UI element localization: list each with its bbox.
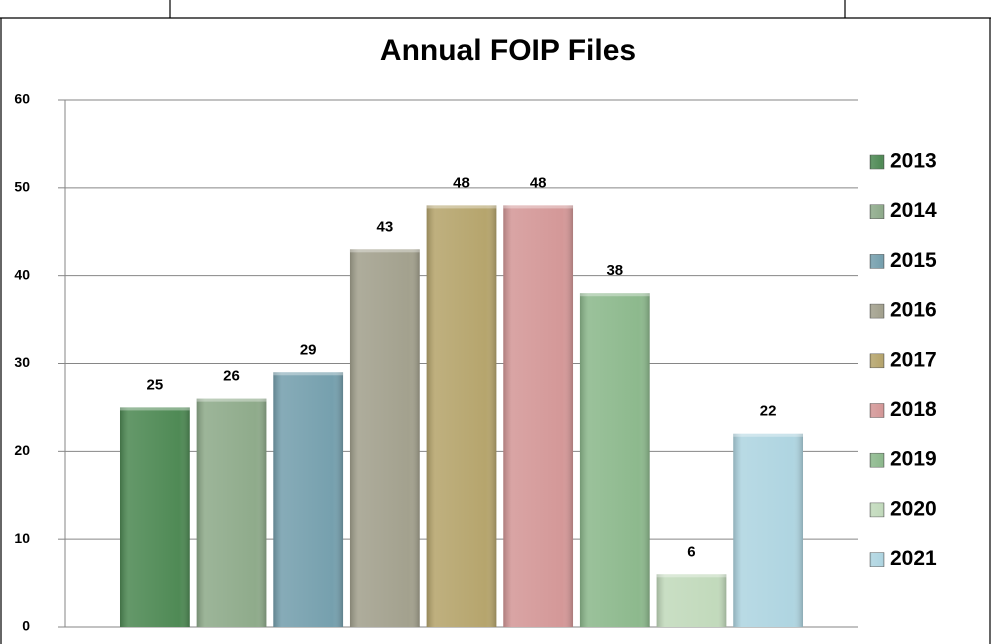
- y-tick-label: 0: [22, 618, 30, 634]
- data-label: 29: [300, 341, 317, 358]
- bar-cap: [426, 205, 497, 209]
- y-tick-label: 50: [14, 179, 30, 195]
- y-tick-label: 20: [14, 442, 30, 458]
- legend-label: 2013: [890, 150, 937, 173]
- bar-cap: [273, 372, 344, 376]
- bar-shade: [503, 205, 574, 627]
- data-label: 38: [606, 262, 623, 279]
- legend-swatch-shade: [870, 552, 884, 567]
- y-tick-label: 60: [14, 91, 30, 107]
- data-label: 22: [760, 403, 777, 420]
- data-label: 48: [453, 174, 470, 191]
- bar-cap: [503, 205, 574, 209]
- bar-shade: [656, 574, 727, 627]
- y-tick-label: 40: [14, 266, 30, 282]
- legend-swatch-shade: [870, 155, 884, 169]
- y-tick-label: 10: [14, 530, 30, 546]
- legend-swatch-shade: [870, 254, 884, 269]
- bar-shade: [426, 205, 497, 627]
- legend-label: 2016: [890, 299, 937, 322]
- data-label: 26: [223, 368, 240, 385]
- legend-swatch-shade: [870, 502, 884, 517]
- legend-swatch-shade: [870, 204, 884, 219]
- bar-cap: [579, 293, 650, 297]
- bar-cap: [349, 249, 420, 253]
- legend-swatch-shade: [870, 353, 884, 368]
- bar-cap: [733, 433, 804, 437]
- legend-swatch-shade: [870, 403, 884, 418]
- data-label: 48: [530, 174, 547, 191]
- bar-shade: [196, 398, 267, 627]
- legend-label: 2019: [890, 448, 937, 471]
- bar-shade: [119, 407, 190, 627]
- legend-label: 2017: [890, 348, 937, 371]
- y-tick-label: 30: [14, 354, 30, 370]
- data-label: 43: [376, 218, 393, 235]
- legend-swatch-shade: [870, 304, 884, 319]
- bar-shade: [273, 372, 344, 627]
- bar-cap: [196, 398, 267, 402]
- legend-swatch-shade: [870, 453, 884, 468]
- legend-label: 2018: [890, 398, 937, 421]
- bar-cap: [656, 574, 727, 578]
- legend-label: 2014: [890, 199, 937, 222]
- chart-title: Annual FOIP Files: [380, 34, 636, 67]
- legend-label: 2021: [890, 547, 937, 570]
- bar-cap: [119, 407, 190, 411]
- bar-shade: [579, 293, 650, 627]
- bar-shade: [349, 249, 420, 628]
- bar-shade: [733, 433, 804, 627]
- data-label: 6: [687, 543, 695, 560]
- data-label: 25: [147, 376, 164, 393]
- legend-label: 2020: [890, 497, 937, 520]
- legend-label: 2015: [890, 249, 937, 272]
